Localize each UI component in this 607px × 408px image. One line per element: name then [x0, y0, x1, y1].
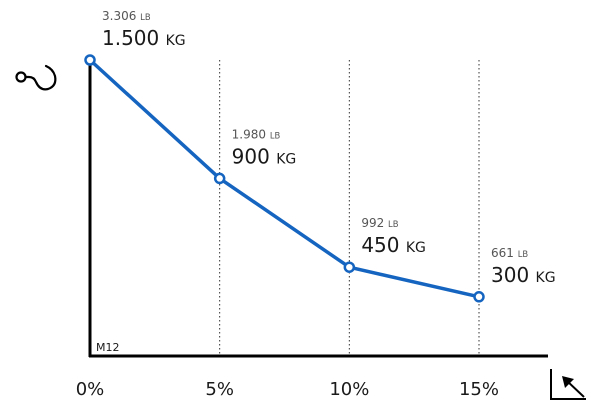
data-point	[473, 291, 485, 303]
data-point	[84, 54, 96, 66]
lb-value-label: 3.306 LB	[102, 9, 151, 23]
series-line	[88, 58, 480, 299]
x-tick-label: 0%	[76, 379, 105, 400]
kg-value-label: 1.500 KG	[102, 26, 186, 50]
kg-value-label: 900 KG	[232, 144, 297, 168]
x-tick-label: 10%	[329, 379, 369, 400]
kg-value-label: 300 KG	[491, 263, 556, 287]
lb-value-label: 661 LB	[491, 246, 528, 260]
lb-value-label: 992 LB	[361, 216, 398, 230]
model-label: M12	[96, 341, 120, 354]
kg-value-label: 450 KG	[361, 233, 426, 257]
data-point	[343, 261, 356, 273]
x-tick-label: 5%	[205, 379, 234, 400]
crane-hook-icon	[15, 64, 57, 91]
data-point	[213, 172, 226, 185]
incline-slope-icon	[550, 369, 586, 400]
lb-value-label: 1.980 LB	[232, 127, 281, 141]
x-tick-label: 15%	[459, 379, 499, 400]
